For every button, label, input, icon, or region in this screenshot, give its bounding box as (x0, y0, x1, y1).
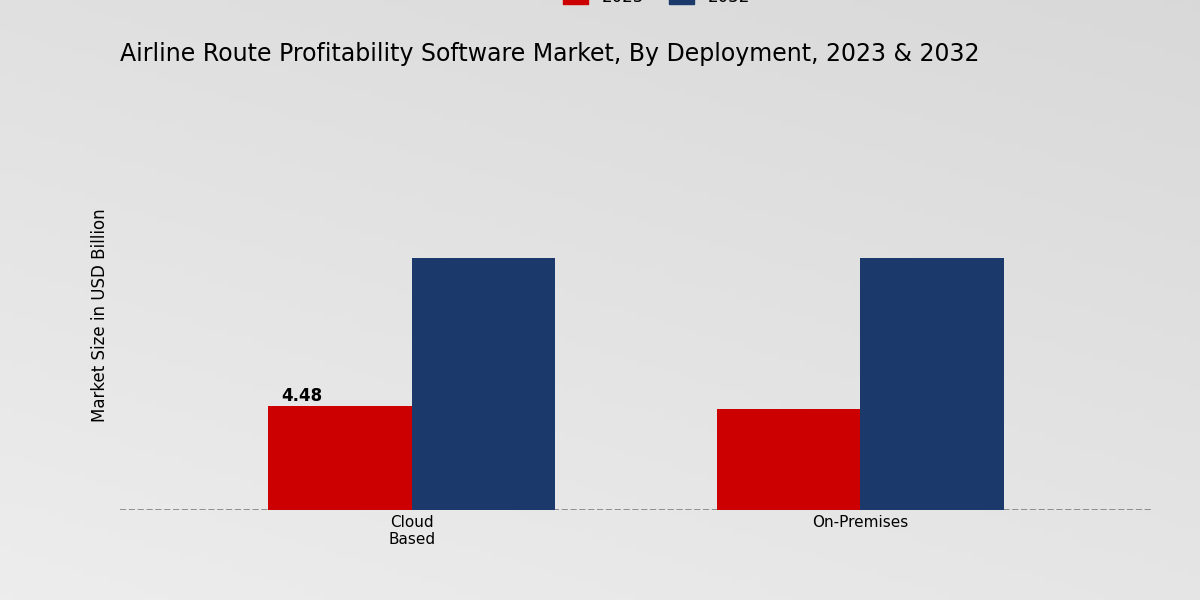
Bar (716, 409, 860, 510)
Bar (268, 406, 412, 510)
Bar (860, 259, 1004, 510)
Y-axis label: Market Size in USD Billion: Market Size in USD Billion (91, 208, 109, 422)
Text: Airline Route Profitability Software Market, By Deployment, 2023 & 2032: Airline Route Profitability Software Mar… (120, 42, 979, 66)
Legend: 2023, 2032: 2023, 2032 (556, 0, 758, 15)
Bar (412, 259, 556, 510)
Text: 4.48: 4.48 (282, 387, 323, 405)
